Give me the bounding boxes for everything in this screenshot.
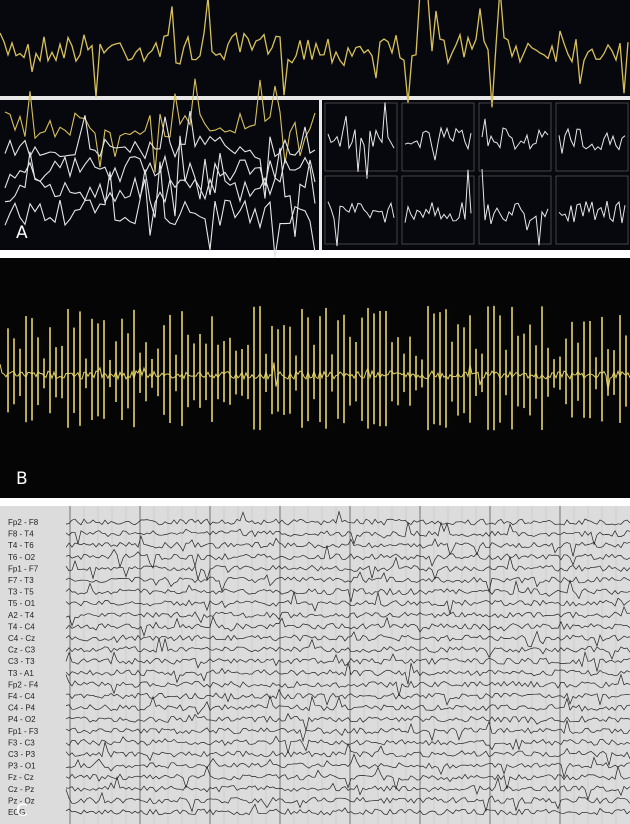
channel-label: P4 - O2 (8, 715, 36, 724)
subplot (401, 102, 475, 172)
trace (65, 688, 630, 706)
trace (65, 753, 630, 779)
trace (404, 126, 472, 161)
trace (65, 591, 630, 614)
channel-label: Cz - Pz (8, 785, 34, 794)
trace (4, 78, 316, 173)
trace (65, 673, 630, 697)
trace (0, 362, 630, 391)
trace (65, 765, 630, 791)
panel-c-bg (0, 506, 630, 824)
channel-label: C4 - P4 (8, 704, 36, 713)
channel-label: Fp2 - F4 (8, 680, 39, 689)
trace (4, 161, 316, 258)
trace (327, 102, 395, 179)
channel-label: P3 - O1 (8, 762, 36, 771)
trace (65, 712, 630, 732)
channel-label: T3 - A1 (8, 669, 34, 678)
trace (65, 556, 630, 581)
trace (65, 615, 630, 637)
trace (327, 201, 395, 247)
channel-label: F8 - T4 (8, 530, 34, 539)
panel-label: C (16, 801, 28, 821)
trace (65, 571, 630, 593)
subplot (555, 102, 629, 172)
trace (65, 630, 630, 648)
channel-label: C3 - P3 (8, 750, 36, 759)
trace (4, 147, 316, 237)
trace (404, 169, 472, 223)
subplot (324, 175, 398, 245)
trace (4, 111, 316, 199)
trace (65, 535, 630, 557)
channel-label: F3 - C3 (8, 738, 35, 747)
trace (65, 662, 630, 685)
channel-label: C3 - T3 (8, 657, 35, 666)
trace (481, 118, 549, 151)
channel-label: Fz - Cz (8, 773, 34, 782)
channel-label: F4 - C4 (8, 692, 35, 701)
subplot (478, 175, 552, 245)
channel-label: F7 - T3 (8, 576, 34, 585)
trace (65, 720, 630, 743)
subplot (555, 175, 629, 245)
panel-label: A (16, 223, 28, 243)
channel-label: Cz - C3 (8, 646, 36, 655)
channel-label: T4 - C4 (8, 622, 35, 631)
channel-label: ECG (8, 808, 25, 817)
subplot (478, 102, 552, 172)
subplot (324, 102, 398, 172)
channel-label: Pz - Oz (8, 796, 35, 805)
channel-label: T5 - O1 (8, 599, 36, 608)
trace (65, 803, 630, 816)
channel-label: T3 - T5 (8, 588, 34, 597)
panel-a-divider (0, 96, 630, 100)
trace (65, 579, 630, 602)
trace (65, 740, 630, 766)
channel-label: T4 - T6 (8, 541, 34, 550)
panel-b-bg (0, 258, 630, 498)
trace (0, 0, 629, 108)
trace (65, 545, 630, 569)
channel-label: Fp1 - F7 (8, 564, 39, 573)
channel-label: Fp1 - F3 (8, 727, 39, 736)
trace (65, 638, 630, 660)
panel-label: B (16, 469, 28, 489)
trace (65, 510, 630, 526)
trace (4, 135, 316, 217)
trace (65, 694, 630, 715)
channel-label: C4 - Cz (8, 634, 35, 643)
trace (65, 605, 630, 627)
channel-label: A2 - T4 (8, 611, 35, 620)
trace (558, 127, 626, 154)
channel-label: T6 - O2 (8, 553, 36, 562)
panel-a-bg (0, 0, 630, 250)
trace (65, 789, 630, 813)
trace (558, 200, 626, 224)
subplot (401, 175, 475, 245)
trace (65, 775, 630, 801)
trace (481, 168, 549, 246)
panel-a-divider-v (319, 100, 322, 250)
channel-label: Fp2 - F8 (8, 518, 39, 527)
trace (65, 521, 630, 546)
